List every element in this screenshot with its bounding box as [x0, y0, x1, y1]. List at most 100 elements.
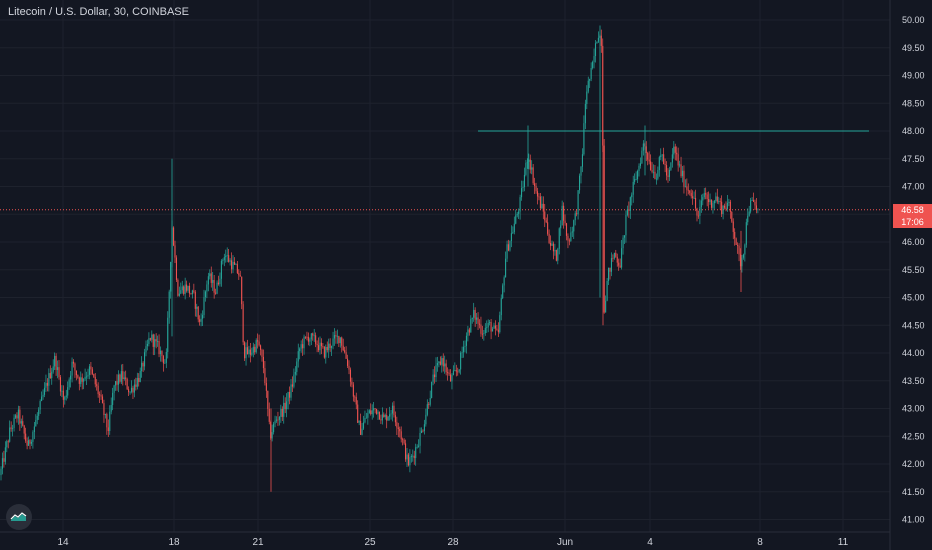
candle-up	[313, 328, 315, 342]
candle-down	[3, 450, 5, 468]
candle-down	[119, 373, 121, 384]
tradingview-logo-icon[interactable]	[6, 504, 32, 530]
candle-up	[339, 337, 341, 348]
candle-up	[20, 418, 22, 429]
candle-down	[666, 161, 668, 181]
candle-up	[207, 272, 209, 292]
candle-up	[303, 334, 305, 355]
candle-down	[534, 177, 536, 194]
price-scale[interactable]: 50.0049.5049.0048.5048.0047.5047.0046.50…	[902, 15, 925, 525]
price-tick-label: 48.00	[902, 126, 925, 136]
candle-up	[657, 166, 659, 181]
candle-up	[51, 367, 53, 385]
candle-up	[109, 405, 111, 435]
candle-up	[541, 196, 543, 209]
price-tick-label: 42.50	[902, 431, 925, 441]
candle-down	[677, 147, 679, 172]
candle-up	[88, 363, 90, 380]
candle-down	[609, 267, 611, 280]
candle-down	[690, 189, 692, 199]
candle-up	[235, 262, 237, 266]
candle-down	[683, 165, 685, 194]
candle-up	[365, 412, 367, 419]
candle-up	[558, 227, 560, 255]
candle-up	[435, 357, 437, 383]
candle-up	[605, 295, 607, 313]
time-scale[interactable]: 14 18 21 25 28 Jun 4 8 11	[57, 537, 848, 548]
candle-down	[738, 243, 740, 262]
candle-up	[570, 226, 572, 242]
candle-up	[129, 391, 131, 395]
candle-up	[487, 319, 489, 333]
candle-up	[212, 271, 214, 291]
candle-up	[64, 395, 66, 405]
candle-up	[358, 420, 360, 426]
candle-up	[489, 319, 491, 326]
candle-up	[70, 371, 72, 388]
candle-up	[458, 369, 460, 374]
candle-up	[622, 235, 624, 255]
candle-down	[547, 214, 549, 236]
candle-up	[410, 454, 412, 463]
candle-down	[442, 353, 444, 372]
candle-up	[426, 399, 428, 417]
price-tick-label: 49.00	[902, 71, 925, 81]
candle-up	[641, 147, 643, 165]
candle-down	[257, 333, 259, 349]
candle-down	[277, 411, 279, 426]
candle-down	[548, 229, 550, 245]
candle-up	[139, 367, 141, 383]
candle-down	[600, 29, 602, 53]
bar-countdown-label: 17:06	[893, 216, 932, 228]
candle-up	[593, 48, 595, 69]
candle-down	[719, 198, 721, 210]
candle-down	[494, 320, 496, 336]
candle-up	[673, 141, 675, 159]
candle-up	[203, 289, 205, 319]
candle-down	[58, 359, 60, 380]
candle-down	[564, 214, 566, 226]
candle-down	[265, 377, 267, 398]
candle-down	[735, 237, 737, 246]
candle-down	[477, 312, 479, 331]
candle-down	[550, 235, 552, 251]
price-tick-label: 49.50	[902, 43, 925, 53]
candle-up	[634, 173, 636, 185]
candle-up	[750, 197, 752, 214]
candle-up	[580, 166, 582, 184]
candle-down	[667, 168, 669, 183]
current-price-label: 46.58	[893, 204, 932, 216]
candle-down	[217, 275, 220, 286]
candle-up	[35, 414, 37, 427]
candle-up	[204, 290, 206, 302]
candle-down	[23, 424, 25, 440]
candle-up	[120, 364, 122, 384]
candle-up	[579, 173, 581, 194]
candle-up	[638, 163, 640, 177]
candle-down	[468, 327, 470, 336]
candle-up	[377, 409, 379, 420]
candle-up	[133, 379, 135, 398]
candle-up	[587, 76, 589, 94]
candle-up	[319, 336, 321, 355]
candle-up	[571, 226, 573, 237]
candle-up	[225, 249, 227, 263]
candle-up	[503, 275, 505, 293]
candle-up	[275, 416, 278, 423]
candle-down	[249, 342, 251, 363]
candle-down	[567, 233, 569, 249]
candle-up	[406, 447, 408, 468]
candle-down	[261, 348, 263, 362]
candle-down	[449, 369, 452, 382]
candle-up	[104, 413, 106, 419]
candle-down	[351, 377, 353, 388]
candle-up	[528, 153, 530, 170]
candle-up	[681, 166, 684, 183]
candle-up	[512, 226, 514, 234]
symbol-title[interactable]: Litecoin / U.S. Dollar, 30, COINBASE	[8, 6, 189, 18]
candle-up	[461, 346, 463, 359]
candle-down	[616, 253, 618, 267]
candles	[0, 25, 759, 492]
candle-up	[187, 285, 189, 293]
